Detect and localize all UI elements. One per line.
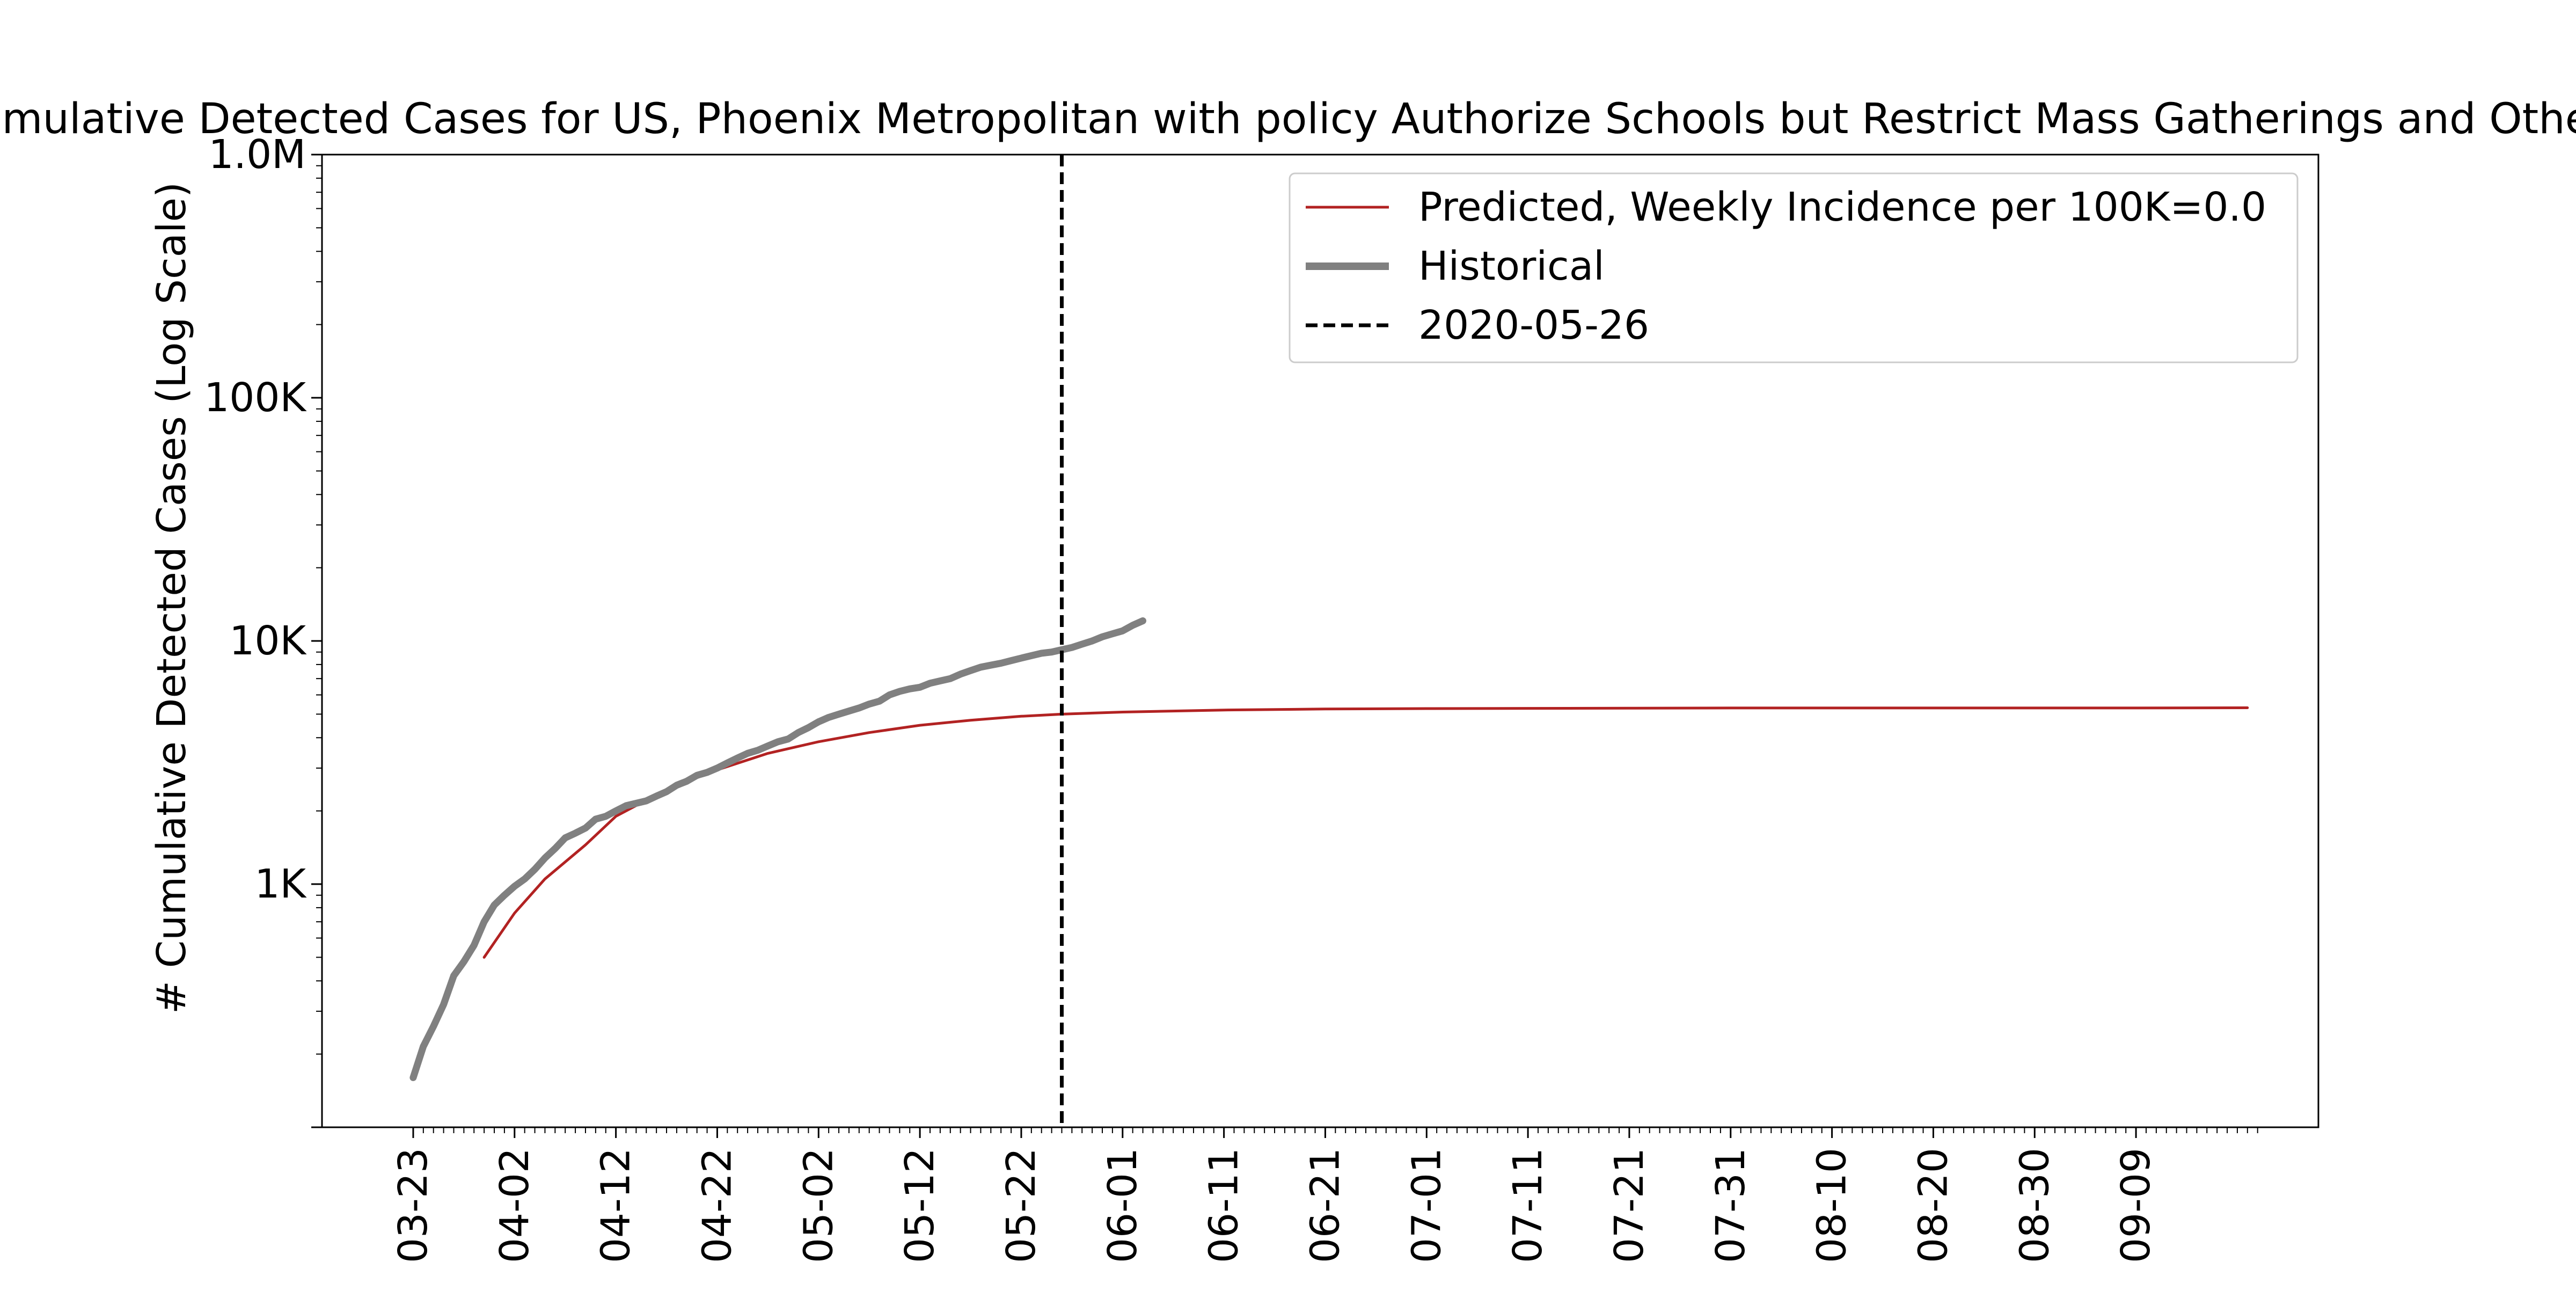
y-tick-label: 10K (229, 618, 307, 664)
y-axis: 1K 10K 100K 1.0M (204, 132, 322, 1128)
x-tick-label: 08-30 (2011, 1148, 2058, 1263)
x-tick-label: 06-21 (1302, 1148, 1348, 1263)
y-axis-label: # Cumulative Detected Cases (Log Scale) (149, 182, 195, 1014)
x-tick-label: 07-01 (1403, 1148, 1450, 1263)
x-tick-label: 03-23 (390, 1148, 436, 1263)
x-tick-label: 09-09 (2113, 1148, 2159, 1263)
x-tick-label: 05-02 (795, 1148, 841, 1263)
x-tick-label: 07-11 (1505, 1148, 1551, 1263)
y-tick-label: 1.0M (208, 132, 306, 178)
plot-area (409, 155, 2249, 1127)
x-tick-label: 04-02 (492, 1148, 538, 1263)
x-tick-label: 08-20 (1910, 1148, 1956, 1263)
legend-label-vline: 2020-05-26 (1418, 302, 1649, 348)
legend-label-historical: Historical (1418, 243, 1605, 289)
y-tick-label: 1K (254, 861, 307, 907)
x-axis: 03-23 04-02 04-12 04-22 05-02 05-12 05-22 06-01… (390, 1127, 2258, 1263)
x-tick-label: 05-22 (998, 1148, 1044, 1263)
x-tick-label: 06-11 (1201, 1148, 1247, 1263)
x-tick-label: 08-10 (1809, 1148, 1855, 1263)
y-tick-label: 100K (204, 375, 307, 421)
x-tick-label: 06-01 (1100, 1148, 1146, 1263)
x-tick-label: 07-21 (1606, 1148, 1652, 1263)
x-tick-label: 04-22 (694, 1148, 740, 1263)
chart-title: Cumulative Detected Cases for US, Phoeni… (0, 95, 2576, 143)
legend-label-predicted: Predicted, Weekly Incidence per 100K=0.0 (1418, 184, 2266, 230)
series-line-1 (409, 617, 1146, 1081)
x-tick-label: 07-31 (1708, 1148, 1754, 1263)
x-tick-label: 05-12 (897, 1148, 943, 1263)
legend: Predicted, Weekly Incidence per 100K=0.0… (1289, 172, 2299, 363)
legend-box (1289, 172, 2299, 363)
x-tick-label: 04-12 (593, 1148, 639, 1263)
plot-frame (321, 154, 2319, 1128)
series-line-0 (482, 706, 2249, 959)
